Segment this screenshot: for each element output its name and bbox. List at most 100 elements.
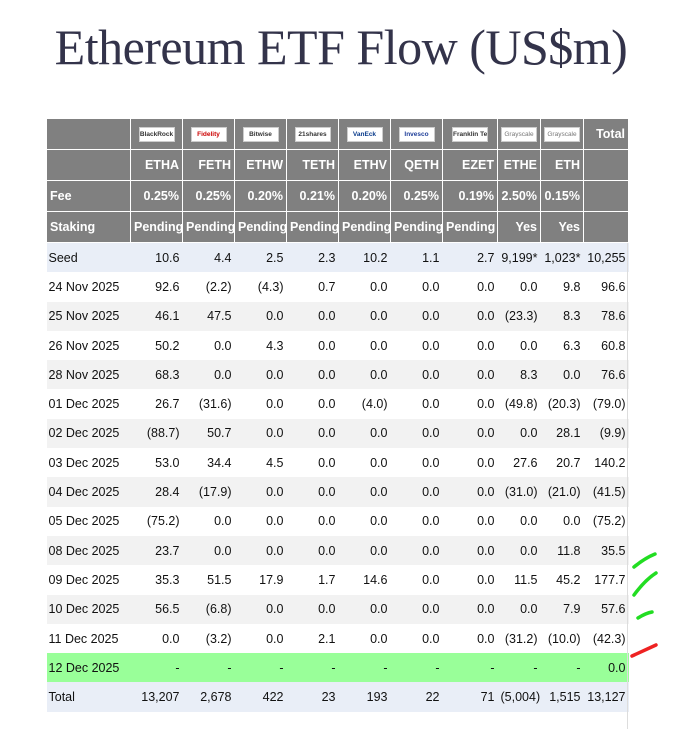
header-logos-row: BlackRock Fidelity Bitwise 21shares VanEck In… xyxy=(46,118,629,150)
flow-cell: 10.6 xyxy=(130,242,183,273)
row-label: 01 Dec 2025 xyxy=(48,397,120,412)
flow-cell: 4.4 xyxy=(182,242,235,273)
flow-cell: 92.6 xyxy=(155,279,180,294)
ticker-header: QETH xyxy=(390,149,443,181)
row-label: 05 Dec 2025 xyxy=(48,514,120,529)
flow-cell: 11.8 xyxy=(540,535,584,566)
table-row: 25 Nov 2025 46.1 47.5 0.0 0.0 0.0 0.0 0.0 (23.3)… xyxy=(46,301,629,331)
flow-cell: (31.0) xyxy=(497,477,541,507)
flow-cell: 46.1 xyxy=(130,301,183,331)
issuer-logo: BlackRock xyxy=(138,126,175,142)
staking-cell: Pending xyxy=(234,211,287,243)
staking-cell: Yes xyxy=(540,211,584,243)
flow-cell: 0.0 xyxy=(338,535,391,566)
header-logo-cell: 21shares xyxy=(286,118,339,150)
row-label: 25 Nov 2025 xyxy=(46,301,131,331)
flow-cell: 1,515 xyxy=(540,682,584,712)
flow-cell: - xyxy=(497,653,541,683)
flow-cell: 8.3 xyxy=(497,360,541,390)
green-stroke-mark xyxy=(632,571,658,597)
flow-cell: 51.5 xyxy=(207,572,232,587)
flow-cell: 0.0 xyxy=(286,301,339,331)
green-stroke-mark xyxy=(632,552,657,569)
flow-cell: (10.0) xyxy=(547,631,581,646)
flow-cell: 0.7 xyxy=(318,279,336,294)
row-label: 11 Dec 2025 xyxy=(48,631,119,646)
table-row: 12 Dec 2025- - - - - - - - -0.0 xyxy=(46,653,629,683)
flow-cell: 0.0 xyxy=(390,418,443,449)
page-title: Ethereum ETF Flow (US$m) xyxy=(54,19,628,75)
flow-cell: 0.0 xyxy=(266,514,284,529)
flow-cell: 0.0 xyxy=(477,572,495,587)
staking-cell: Pending xyxy=(182,211,235,243)
flow-cell: 0.0 xyxy=(338,301,391,331)
flow-cell: 0.0 xyxy=(422,397,440,412)
staking-cell: Pending xyxy=(442,211,498,243)
row-total-cell: 96.6 xyxy=(601,279,626,294)
flow-cell: 0.0 xyxy=(390,477,443,507)
row-label: 09 Dec 2025 xyxy=(48,572,120,587)
ticker-header: ETH xyxy=(540,149,584,181)
ticker-header: ETHW xyxy=(234,149,287,181)
flow-cell: 0.0 xyxy=(370,631,388,646)
ticker-header: EZET xyxy=(442,149,498,181)
flow-cell: 0.0 xyxy=(286,535,339,566)
flow-cell: 2.1 xyxy=(318,631,336,646)
flow-cell: - xyxy=(338,653,391,683)
flow-cell: 0.0 xyxy=(477,397,495,412)
flow-cell: 0.0 xyxy=(214,514,232,529)
staking-cell: Pending xyxy=(130,211,183,243)
staking-cell: Pending xyxy=(338,211,391,243)
fee-cell: 0.15% xyxy=(540,180,584,212)
flow-cell: 1.7 xyxy=(318,572,336,587)
flow-cell: 22 xyxy=(390,682,443,712)
flow-cell: 0.0 xyxy=(520,279,538,294)
flow-cell: - xyxy=(286,653,339,683)
flow-cell: 0.0 xyxy=(286,418,339,449)
flow-cell: 0.0 xyxy=(442,477,498,507)
flow-cell: 27.6 xyxy=(513,455,538,470)
flow-cell: 0.0 xyxy=(286,360,339,390)
flow-cell: 45.2 xyxy=(556,572,581,587)
flow-cell: 68.3 xyxy=(130,360,183,390)
row-total-cell: 10,255 xyxy=(583,242,629,273)
row-total-cell: 78.6 xyxy=(583,301,629,331)
row-total-cell: (41.5) xyxy=(583,477,629,507)
table-row: Total 13,207 2,678 422 23 193 22 71 (5,004) 1,515… xyxy=(46,682,629,712)
flow-cell: 0.0 xyxy=(338,594,391,624)
flow-cell: 4.3 xyxy=(266,338,284,353)
flow-cell: 1.1 xyxy=(390,242,443,273)
flow-cell: 28.4 xyxy=(130,477,183,507)
issuer-logo: Bitwise xyxy=(242,126,279,142)
row-total-cell: (9.9) xyxy=(583,418,629,449)
flow-cell: 0.0 xyxy=(497,594,541,624)
row-label: 03 Dec 2025 xyxy=(48,455,120,470)
flow-cell: 0.0 xyxy=(520,514,538,529)
flow-cell: 34.4 xyxy=(207,455,232,470)
ticker-header: FETH xyxy=(182,149,235,181)
issuer-logo: Grayscale xyxy=(544,126,580,142)
row-label: 10 Dec 2025 xyxy=(46,594,131,624)
ticker-header: ETHE xyxy=(497,149,541,181)
flow-cell: 0.0 xyxy=(338,477,391,507)
flow-cell: 4.5 xyxy=(266,455,284,470)
table-row: Seed 10.6 4.4 2.5 2.3 10.2 1.1 2.7 9,199* 1,023* 1… xyxy=(46,242,629,273)
row-label: Seed xyxy=(46,242,131,273)
staking-cell: Pending xyxy=(390,211,443,243)
flow-cell: 0.0 xyxy=(370,514,388,529)
flow-cell: 2.3 xyxy=(286,242,339,273)
flow-cell: 0.0 xyxy=(477,338,495,353)
row-total-cell: 76.6 xyxy=(583,360,629,390)
table-row: 24 Nov 2025 92.6 (2.2) (4.3) 0.7 0.0 0.0 0.0 0.0… xyxy=(47,272,629,301)
flow-cell: 0.0 xyxy=(182,535,235,566)
flow-cell: 0.0 xyxy=(286,594,339,624)
flow-cell: (2.2) xyxy=(205,279,232,294)
ticker-header: ETHV xyxy=(338,149,391,181)
flow-cell: - xyxy=(234,653,287,683)
flow-cell: 0.0 xyxy=(422,279,440,294)
flow-cell: (21.0) xyxy=(540,477,584,507)
row-total-cell: (79.0) xyxy=(592,397,626,412)
flow-cell: 14.6 xyxy=(363,572,388,587)
flow-cell: 35.3 xyxy=(155,572,180,587)
flow-cell: 0.0 xyxy=(266,397,284,412)
